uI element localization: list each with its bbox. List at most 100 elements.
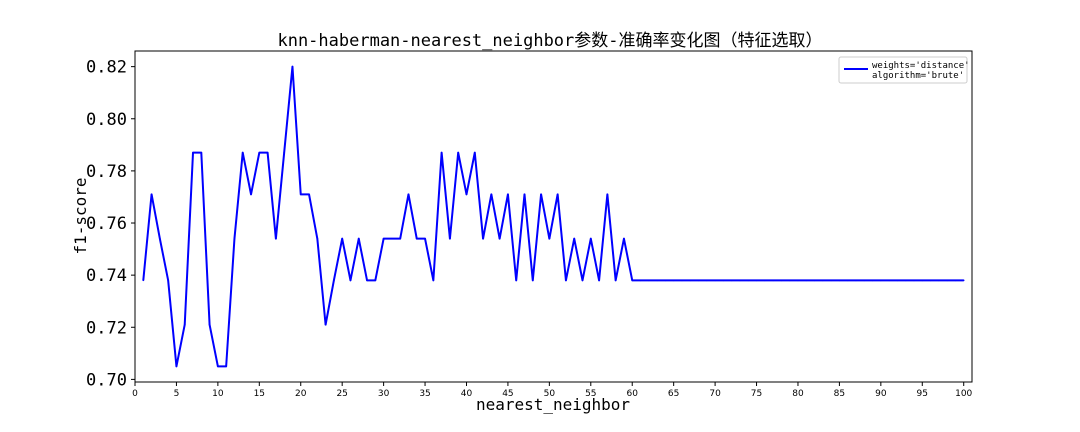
data-point — [954, 279, 957, 282]
data-point — [548, 237, 551, 240]
series-points — [142, 65, 965, 368]
data-point — [473, 151, 476, 154]
data-point — [706, 279, 708, 282]
x-tick-label: 25 — [336, 389, 347, 399]
data-point — [739, 279, 741, 282]
data-point — [366, 279, 368, 282]
x-tick-label: 0 — [132, 389, 138, 399]
data-point — [772, 279, 774, 282]
data-point — [291, 65, 294, 68]
data-point — [374, 279, 377, 282]
x-tick-label: 65 — [668, 389, 679, 399]
x-tick-label: 30 — [378, 389, 390, 399]
data-point — [498, 237, 501, 240]
data-point — [217, 365, 219, 368]
data-point — [482, 237, 484, 240]
data-point — [830, 279, 832, 282]
data-point — [399, 237, 401, 240]
data-point — [424, 237, 426, 240]
data-point — [755, 279, 758, 282]
data-point — [225, 365, 227, 368]
data-point — [324, 323, 327, 326]
data-point — [598, 279, 600, 282]
chart-title: knn-haberman-nearest_neighbor参数-准确率变化图（特… — [277, 31, 822, 51]
y-tick-label: 0.80 — [86, 110, 127, 130]
data-point — [449, 237, 451, 240]
data-point — [531, 279, 534, 282]
data-point — [573, 237, 576, 240]
x-tick-label: 55 — [585, 389, 596, 399]
data-point — [606, 193, 609, 196]
data-point — [432, 279, 435, 282]
data-point — [349, 279, 352, 282]
data-point — [440, 151, 443, 154]
data-point — [722, 279, 725, 282]
y-axis-label: f1-score — [71, 177, 90, 254]
data-point — [341, 237, 343, 240]
data-point — [805, 279, 808, 282]
data-point — [855, 279, 857, 282]
data-point — [556, 193, 559, 196]
x-axis: 0 5 10 15 20 25 30 35 40 45 50 55 60 65 70 75 80 85 90 95 10… — [132, 382, 973, 399]
x-tick-label: 95 — [917, 389, 928, 399]
data-point — [457, 151, 459, 154]
data-point — [233, 237, 236, 240]
data-point — [175, 365, 178, 368]
data-point — [316, 237, 319, 240]
data-point — [689, 279, 692, 282]
data-point — [523, 193, 526, 196]
data-point — [697, 279, 700, 282]
x-tick-label: 75 — [751, 389, 762, 399]
data-point — [838, 279, 841, 282]
data-point — [208, 323, 211, 326]
data-point — [871, 279, 874, 282]
data-point — [142, 279, 145, 282]
x-axis-label: nearest_neighbor — [476, 395, 630, 414]
data-point — [465, 193, 468, 196]
x-tick-label: 45 — [502, 389, 513, 399]
x-tick-label: 40 — [461, 389, 473, 399]
data-point — [631, 279, 634, 282]
data-point — [714, 279, 716, 282]
x-tick-label: 70 — [709, 389, 721, 399]
data-point — [656, 279, 658, 282]
data-point — [200, 151, 203, 154]
x-tick-label: 15 — [254, 389, 265, 399]
data-point — [639, 279, 642, 282]
y-tick-label: 0.78 — [86, 162, 127, 182]
data-point — [764, 279, 766, 282]
x-tick-label: 10 — [212, 389, 224, 399]
data-point — [391, 237, 393, 240]
data-point — [333, 279, 335, 282]
data-point — [846, 279, 849, 282]
data-point — [813, 279, 816, 282]
data-point — [415, 237, 418, 240]
data-point — [565, 279, 567, 282]
data-point — [904, 279, 907, 282]
x-tick-label: 20 — [295, 389, 307, 399]
data-point — [614, 279, 617, 282]
data-point — [780, 279, 783, 282]
data-point — [540, 193, 542, 196]
x-tick-label: 90 — [875, 389, 887, 399]
data-point — [681, 279, 683, 282]
data-point — [938, 279, 940, 282]
x-tick-label: 50 — [544, 389, 556, 399]
data-point — [250, 193, 252, 196]
data-point — [797, 279, 799, 282]
plot-area: 0.70 0.72 0.74 0.76 0.78 0.80 0.82 0 5 10 15 20 25 3… — [86, 50, 973, 399]
data-point — [946, 279, 948, 282]
data-point — [589, 237, 592, 240]
data-point — [150, 193, 153, 196]
data-point — [192, 151, 194, 154]
x-tick-label: 5 — [174, 389, 180, 399]
x-tick-label: 60 — [627, 389, 639, 399]
data-point — [275, 237, 277, 240]
data-point — [896, 279, 899, 282]
legend-line-2: algorithm='brute' — [872, 71, 964, 81]
data-point — [962, 279, 965, 282]
data-point — [747, 279, 750, 282]
data-point — [730, 279, 733, 282]
data-point — [283, 151, 285, 154]
data-point — [167, 279, 169, 282]
